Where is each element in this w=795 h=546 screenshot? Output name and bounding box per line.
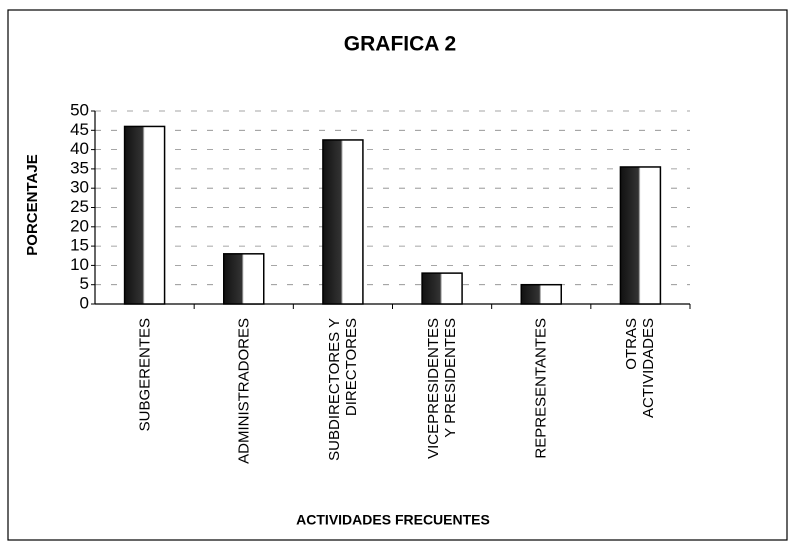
x-tick-label: SUBDIRECTORES Y DIRECTORES (325, 318, 360, 461)
y-tick-label: 15 (70, 236, 89, 255)
y-axis-title: PORCENTAJE (24, 154, 41, 255)
y-tick-label: 50 (70, 100, 89, 119)
y-tick-label: 0 (80, 293, 89, 312)
y-tick-label: 35 (70, 158, 89, 177)
x-axis-title: ACTIVIDADES FRECUENTES (296, 512, 490, 528)
bar (421, 272, 463, 305)
y-tick-label: 30 (70, 178, 89, 197)
y-tick-label: 45 (70, 120, 89, 139)
bar (619, 166, 662, 305)
bar (223, 253, 265, 305)
y-tick-label: 5 (80, 274, 89, 293)
bar (123, 125, 166, 305)
frame (7, 9, 788, 541)
x-tick-label: VICEPRESIDENTES Y PRESIDENTES (424, 318, 460, 459)
x-tick-label: OTRAS ACTIVIDADES (623, 318, 658, 419)
y-tick-label: 25 (70, 197, 89, 216)
y-tick-label: 40 (70, 139, 89, 158)
y-tick-label: 20 (70, 216, 89, 235)
chart-title: GRAFICA 2 (344, 33, 456, 56)
x-tick-label: REPRESENTANTES (532, 318, 550, 459)
x-tick-label: ADMINISTRADORES (235, 318, 253, 464)
bar (322, 139, 364, 305)
x-tick-label: SUBGERENTES (135, 318, 153, 432)
bar (520, 283, 562, 305)
y-tick-label: 10 (70, 255, 89, 274)
